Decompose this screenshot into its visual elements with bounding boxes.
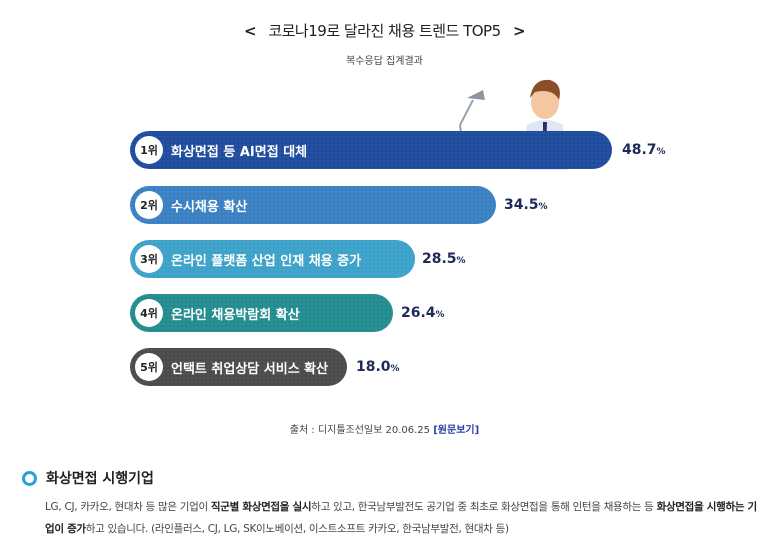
section-title: 화상면접 시행기업 xyxy=(46,471,154,487)
subtitle: 복수응답 집계결과 xyxy=(346,56,423,67)
bar-rank-5: 5위 언택트 취업상담 서비스 확산 xyxy=(130,348,347,386)
bar-label: 수시채용 확산 xyxy=(171,199,248,215)
bar-rank-4: 4위 온라인 채용박람회 확산 xyxy=(130,294,393,332)
rank-badge: 1위 xyxy=(135,136,163,164)
rank-badge: 4위 xyxy=(135,299,163,327)
chevron-right-icon[interactable]: > xyxy=(512,22,526,40)
value-label: 48.7% xyxy=(622,142,666,158)
bar-label: 온라인 플랫폼 산업 인재 채용 증가 xyxy=(171,253,362,269)
bar-rank-3: 3위 온라인 플랫폼 산업 인재 채용 증가 xyxy=(130,240,415,278)
source-line: 출처 : 디지틀조선일보 20.06.25 [원문보기] xyxy=(0,421,769,436)
value-label: 34.5% xyxy=(504,197,548,213)
source-text: 출처 : 디지틀조선일보 20.06.25 xyxy=(289,425,431,436)
bar-label: 화상면접 등 AI면접 대체 xyxy=(171,144,308,160)
value-label: 28.5% xyxy=(422,251,466,267)
chart-title: < 코로나19로 달라진 채용 트렌드 TOP5 > xyxy=(0,20,769,41)
title-text: 코로나19로 달라진 채용 트렌드 TOP5 xyxy=(268,22,501,40)
rank-badge: 2위 xyxy=(135,191,163,219)
circle-bullet-icon xyxy=(22,470,37,486)
view-original-link[interactable]: [원문보기] xyxy=(433,425,480,436)
bar-rank-2: 2위 수시채용 확산 xyxy=(130,186,496,224)
bar-label: 온라인 채용박람회 확산 xyxy=(171,307,300,323)
rank-badge: 5위 xyxy=(135,353,163,381)
bar-label: 언택트 취업상담 서비스 확산 xyxy=(171,361,329,377)
chevron-left-icon[interactable]: < xyxy=(243,22,257,40)
value-label: 26.4% xyxy=(401,305,445,321)
section-heading: 화상면접 시행기업 xyxy=(22,468,154,488)
bar-rank-1: 1위 화상면접 등 AI면접 대체 xyxy=(130,131,612,169)
value-label: 18.0% xyxy=(356,359,400,375)
rank-badge: 3위 xyxy=(135,245,163,273)
section-body: LG, CJ, 카카오, 현대차 등 많은 기업이 직군별 화상면접을 실시하고… xyxy=(45,501,757,535)
